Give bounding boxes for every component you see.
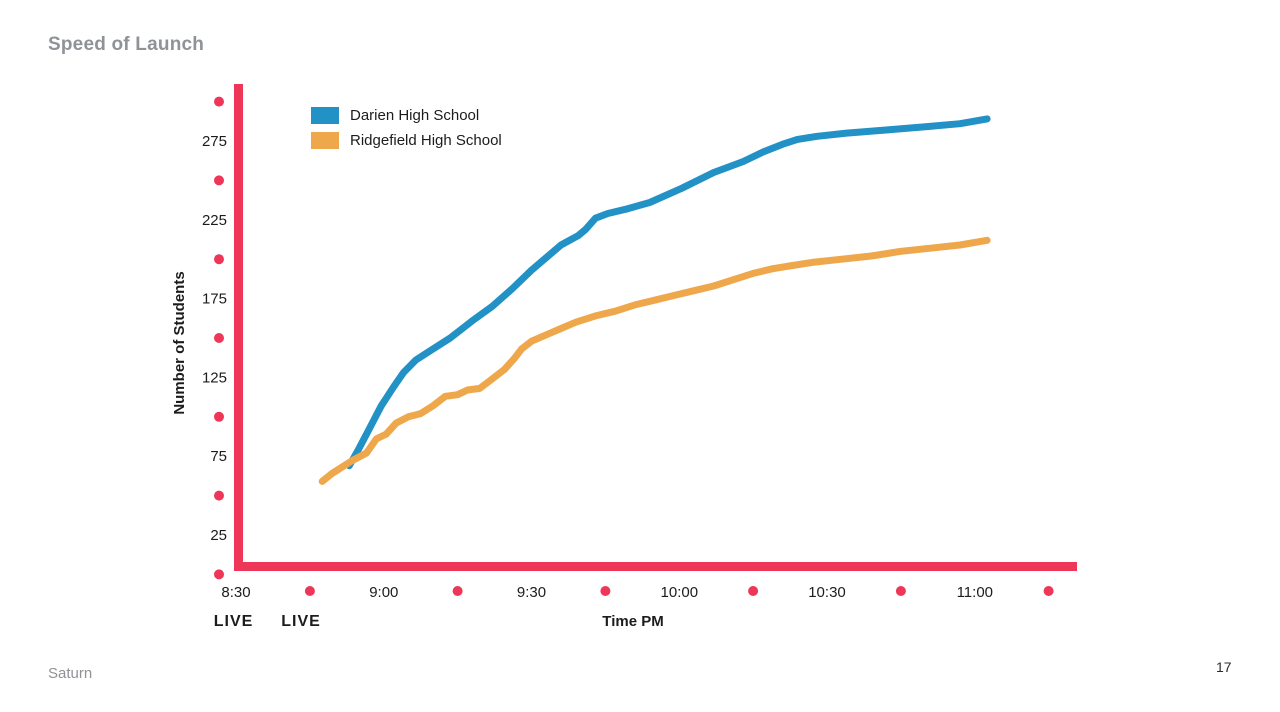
live-annotation: LIVE [281,613,321,630]
footer-brand: Saturn [48,665,93,682]
y-axis-tick-label: 25 [210,527,227,544]
y-axis-tick-label: 125 [202,369,227,386]
y-axis-dot [214,569,224,580]
legend-item-ridgefield-high-school: Ridgefield High School [311,132,502,149]
x-axis-tick-label: 10:30 [808,584,846,601]
y-axis-dot [214,175,224,186]
y-axis-title: Number of Students [171,271,188,414]
series-line-ridgefield-high-school [318,236,991,485]
x-axis-tick-label: 9:30 [517,584,546,601]
y-axis-dot [214,411,224,422]
x-axis-tick-label: 8:30 [221,584,250,601]
chart-legend: Darien High School Ridgefield High School [311,107,502,157]
x-axis-title: Time PM [602,613,663,630]
x-axis-dot [600,586,611,596]
x-axis-dot [895,586,906,596]
y-axis-tick-label: 75 [210,448,227,465]
legend-swatch-icon [311,132,339,149]
y-axis-tick-label: 225 [202,212,227,229]
y-axis-dot [214,254,224,265]
x-axis-dot [452,586,463,596]
series-line-darien-high-school [345,115,991,470]
legend-label: Ridgefield High School [350,132,502,149]
page-title: Speed of Launch [48,34,205,55]
x-axis-tick-label: 9:00 [369,584,398,601]
legend-item-darien-high-school: Darien High School [311,107,502,124]
page-number: 17 [1216,659,1232,675]
live-annotation: LIVE [214,613,254,630]
y-axis-dot [214,333,224,343]
x-axis-tick-label: 10:00 [661,584,699,601]
x-axis-line [234,562,1077,571]
x-axis-dot [304,586,315,596]
y-axis-tick-label: 175 [202,291,227,308]
y-axis-line [234,84,243,571]
y-axis-dot [214,490,224,501]
y-axis-tick-label: 275 [202,133,227,150]
legend-swatch-icon [311,107,339,124]
x-axis-dot [748,586,759,596]
y-axis-dot [214,96,224,107]
x-axis-tick-label: 11:00 [957,584,993,601]
x-axis-dot [1043,586,1054,596]
legend-label: Darien High School [350,107,480,124]
